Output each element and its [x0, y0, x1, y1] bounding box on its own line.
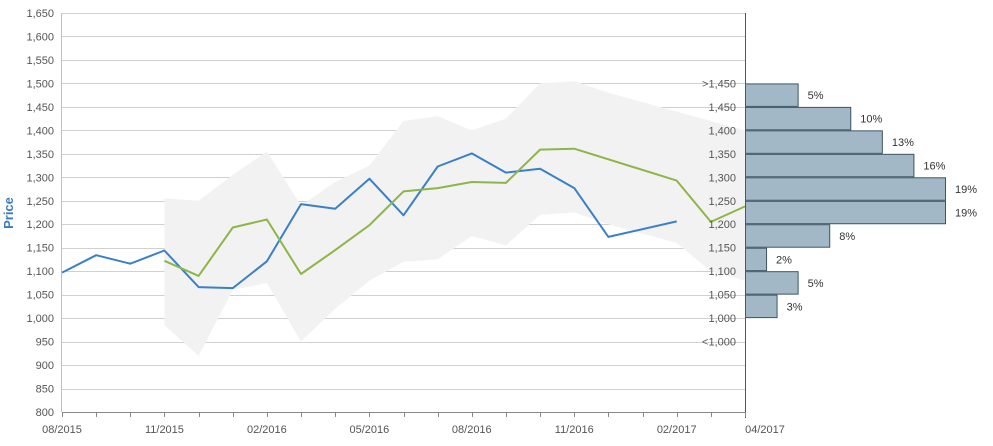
y-tick-label: 1,650 — [26, 8, 54, 20]
distribution-bar — [745, 153, 915, 178]
y-tick-label: 1,150 — [26, 243, 54, 255]
distribution-labels: 3% 5% 2% 8% 19% 19% 16% 13% 10% 5% — [776, 90, 977, 313]
distribution-bar-label: 3% — [787, 301, 803, 313]
distribution-tick-label: <1,000 — [702, 337, 736, 349]
forecast-price-line — [163, 147, 746, 277]
y-tick-label: 800 — [36, 407, 54, 419]
y-tick-label: 900 — [36, 360, 54, 372]
distribution-bar — [745, 130, 883, 154]
distribution-tick-label: >1,450 — [702, 78, 736, 90]
distribution-bar-label: 13% — [892, 137, 914, 149]
distribution-tick-label: 1,100 — [708, 266, 736, 278]
y-tick-label: 1,400 — [26, 125, 54, 137]
distribution-tick-label: 1,400 — [708, 125, 736, 137]
y-tick-label: 1,200 — [26, 219, 54, 231]
y-tick-label: 1,000 — [26, 313, 54, 325]
series-lines — [61, 147, 746, 290]
y-tick-label: 1,100 — [26, 266, 54, 278]
distribution-tick-label: 1,250 — [708, 196, 736, 208]
distribution-tick-label: 1,150 — [708, 243, 736, 255]
distribution-bars — [745, 83, 946, 319]
y-tick-label: 1,250 — [26, 196, 54, 208]
distribution-bar-label: 19% — [955, 184, 977, 196]
x-tick-label: 04/2017 — [745, 424, 785, 436]
distribution-tick-label: 1,000 — [708, 313, 736, 325]
y-tick-label: 950 — [36, 337, 54, 349]
distribution-tick-label: 1,350 — [708, 149, 736, 161]
distribution-tick-label: 1,300 — [708, 172, 736, 184]
x-tick-label: 08/2015 — [42, 424, 82, 436]
confidence-band — [164, 81, 745, 356]
distribution-bar-label: 5% — [808, 278, 824, 290]
distribution-bar — [745, 294, 778, 319]
y-axis-ticks: 800 850 900 950 1,000 1,050 1,100 1,150 1,200 1,2… — [26, 8, 54, 419]
confidence-band-layer — [164, 81, 745, 356]
distribution-tick-label: 1,050 — [708, 290, 736, 302]
distribution-bar-label: 10% — [860, 114, 882, 126]
distribution-bar — [745, 83, 799, 107]
x-axis-ticks: 08/2015 11/2015 02/2016 05/2016 08/2016 11/20… — [42, 412, 785, 436]
distribution-tick-label: 1,200 — [708, 219, 736, 231]
y-tick-label: 1,550 — [26, 55, 54, 67]
y-tick-label: 1,450 — [26, 102, 54, 114]
x-tick-label: 11/2015 — [145, 424, 184, 436]
y-tick-label: 1,350 — [26, 149, 54, 161]
distribution-bar — [745, 106, 852, 131]
distribution-bar-label: 2% — [776, 254, 792, 266]
actual-price-line — [61, 152, 677, 290]
y-tick-label: 1,050 — [26, 290, 54, 302]
distribution-bar — [745, 271, 799, 295]
distribution-bar — [745, 200, 946, 225]
distribution-bar-label: 19% — [955, 208, 977, 220]
x-tick-label: 02/2016 — [247, 424, 287, 436]
distribution-bar — [745, 177, 946, 201]
distribution-bar — [745, 224, 831, 248]
distribution-tick-label: 1,450 — [708, 102, 736, 114]
y-axis-label: Price — [1, 197, 16, 229]
distribution-bar-label: 5% — [808, 90, 824, 102]
distribution-bar-label: 8% — [839, 231, 855, 243]
x-tick-label: 05/2016 — [349, 424, 389, 436]
distribution-tick-labels: <1,000 1,000 1,050 1,100 1,150 1,200 1,250 1,30… — [702, 78, 736, 348]
x-tick-label: 08/2016 — [452, 424, 492, 436]
distribution-bar — [745, 247, 768, 272]
y-tick-label: 1,500 — [26, 78, 54, 90]
axes — [61, 13, 746, 418]
y-tick-label: 1,600 — [26, 31, 54, 43]
y-tick-label: 1,300 — [26, 172, 54, 184]
x-tick-label: 02/2017 — [657, 424, 697, 436]
y-tick-label: 850 — [36, 384, 54, 396]
distribution-bar-label: 16% — [923, 161, 945, 173]
x-tick-label: 11/2016 — [555, 424, 594, 436]
